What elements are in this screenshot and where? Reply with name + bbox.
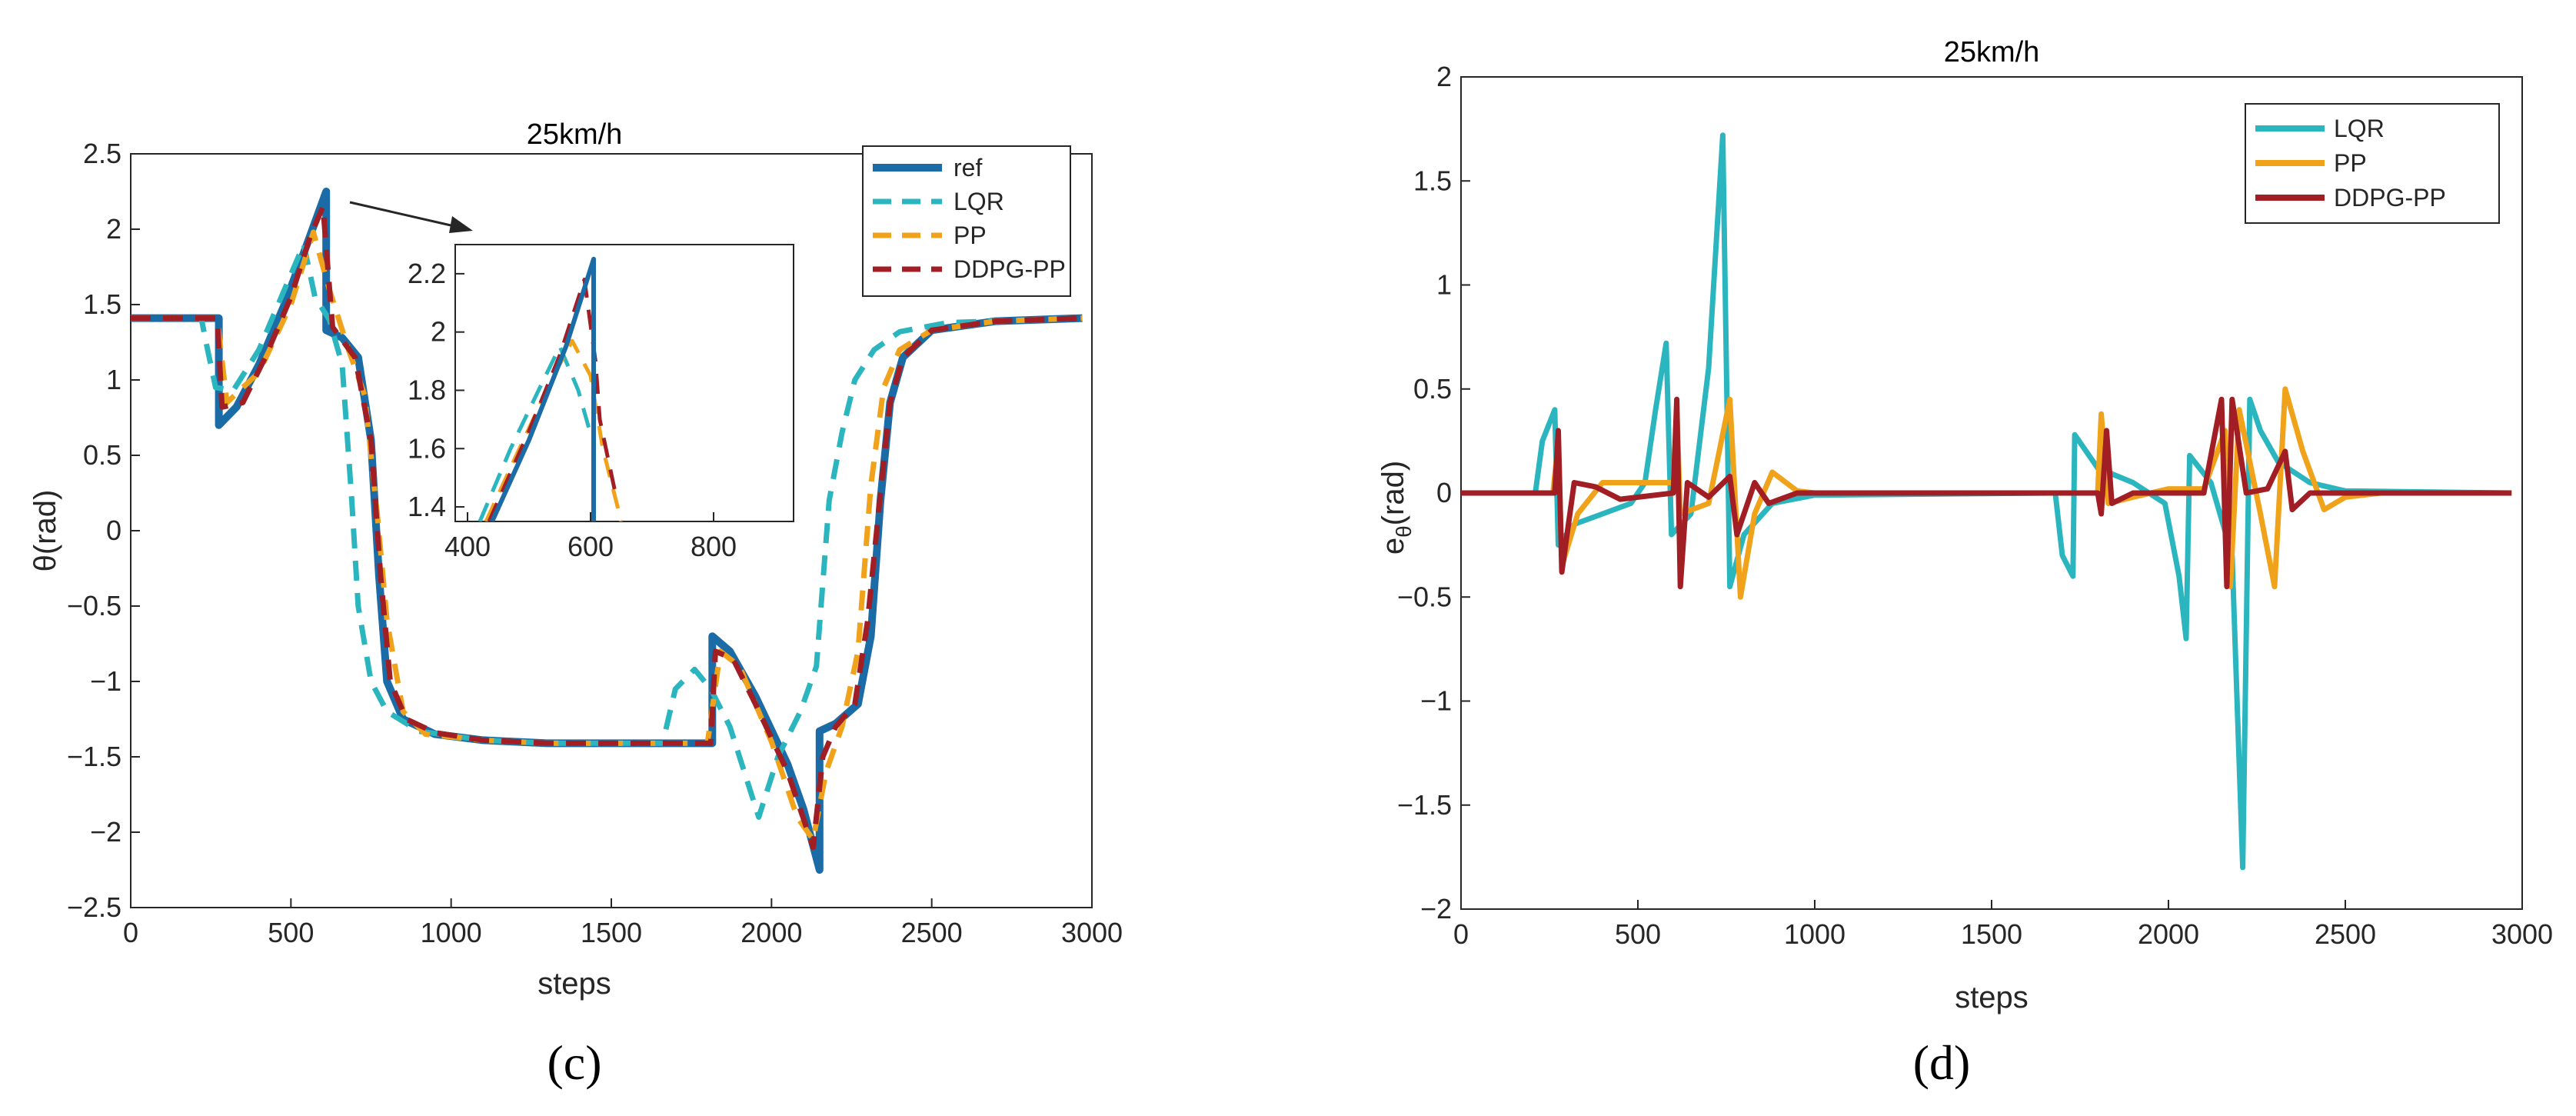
chart-d-x-label: steps xyxy=(1955,981,2029,1014)
chart-d-x-tick-label: 1500 xyxy=(1961,918,2022,950)
chart-c-y-label: θ(rad) xyxy=(28,490,62,572)
chart-d-y-tick-label: 1.5 xyxy=(1413,165,1452,196)
chart-c-inset-y-tick-label: 1.4 xyxy=(408,491,446,522)
chart-c-y-tick-label: −0.5 xyxy=(67,590,121,621)
chart-c-line-pp xyxy=(131,229,1083,843)
chart-d-y-label-e: e xyxy=(1376,538,1410,555)
chart-c-x-tick-label: 500 xyxy=(268,917,314,948)
svg-text:eθ(rad): eθ(rad) xyxy=(1376,461,1416,555)
chart-d-y-tick-label: −0.5 xyxy=(1397,581,1452,612)
chart-c-x-tick-label: 3000 xyxy=(1061,917,1123,948)
chart-c-inset-y-tick-label: 2 xyxy=(431,316,446,348)
chart-d-y-label-unit: (rad) xyxy=(1376,461,1410,525)
chart-c-inset-series xyxy=(478,256,624,521)
chart-d-x-tick-label: 2000 xyxy=(2138,918,2199,950)
chart-c-inset-line-ddpg-pp xyxy=(487,278,617,521)
chart-d-y-label-theta: θ xyxy=(1392,525,1416,538)
panel-label-d: (d) xyxy=(1913,1035,1971,1090)
chart-c-inset: 2.2 2 1.8 1.6 1.4 400 600 800 xyxy=(408,244,794,562)
chart-c-y-tick-label: 0.5 xyxy=(83,439,121,471)
chart-c-inset-y-tick-label: 1.6 xyxy=(408,432,446,464)
chart-d-x-tick-label: 0 xyxy=(1453,918,1469,950)
chart-d-legend: LQR PP DDPG-PP xyxy=(2245,103,2500,224)
chart-c-inset-x-tick-label: 800 xyxy=(691,531,737,562)
chart-c-x-tick-label: 2500 xyxy=(901,917,963,948)
chart-c-y-tick-label: −1.5 xyxy=(67,741,121,772)
chart-d-title: 25km/h xyxy=(1944,36,2040,68)
chart-d-y-label: eθ(rad) xyxy=(1376,461,1416,555)
chart-c-legend: ref LQR PP DDPG-PP xyxy=(862,145,1071,297)
chart-c-inset-line-ref xyxy=(490,256,596,521)
chart-c: 25km/h 2.5 2 1.5 1 0.5 0 −0.5 −1 −1.5 −2 −2.5 0 500… xyxy=(28,118,1123,1090)
chart-c-legend-ddpg-pp: DDPG-PP xyxy=(954,255,1066,283)
chart-c-x-tick-label: 2000 xyxy=(741,917,802,948)
chart-c-x-tick-label: 0 xyxy=(123,917,138,948)
chart-d-x-tick-label: 1000 xyxy=(1784,918,1845,950)
chart-c-y-tick-label: 0 xyxy=(106,515,121,546)
chart-c-inset-y-tick-label: 1.8 xyxy=(408,374,446,405)
chart-c-y-tick-label: 1 xyxy=(106,364,121,395)
chart-c-legend-ref: ref xyxy=(954,154,982,182)
chart-c-y-tick-label: −1 xyxy=(90,665,121,697)
chart-c-x-ticks: 0 500 1000 1500 2000 2500 3000 xyxy=(123,898,1123,948)
chart-d-y-tick-label: −1 xyxy=(1420,685,1452,717)
chart-d-line-ddpg-pp xyxy=(1461,396,2512,590)
chart-c-x-label: steps xyxy=(537,967,611,1001)
chart-d-x-tick-label: 3000 xyxy=(2491,918,2553,950)
chart-c-inset-x-tick-label: 400 xyxy=(444,531,491,562)
chart-c-series xyxy=(131,188,1083,874)
chart-c-y-tick-label: −2 xyxy=(90,816,121,848)
chart-c-y-tick-label: 2.5 xyxy=(83,138,121,169)
chart-d-x-ticks: 0 500 1000 1500 2000 2500 3000 xyxy=(1453,900,2553,950)
chart-c-line-ddpg-pp xyxy=(131,204,1083,851)
chart-d-y-tick-label: −2 xyxy=(1420,893,1452,924)
chart-c-x-tick-label: 1500 xyxy=(581,917,642,948)
chart-c-inset-y-tick-label: 2.2 xyxy=(408,258,446,289)
chart-d-x-tick-label: 500 xyxy=(1615,918,1661,950)
chart-c-inset-x-tick-label: 600 xyxy=(567,531,614,562)
chart-c-legend-lqr: LQR xyxy=(954,188,1004,215)
chart-d-y-tick-label: 0 xyxy=(1436,477,1452,508)
chart-c-x-tick-label: 1000 xyxy=(421,917,482,948)
chart-c-line-lqr xyxy=(131,242,1083,820)
chart-c-inset-arrow xyxy=(349,201,473,233)
chart-d-y-ticks: 2 1.5 1 0.5 0 −0.5 −1 −1.5 −2 xyxy=(1397,61,1470,924)
chart-d-y-tick-label: 1 xyxy=(1436,269,1452,301)
chart-c-inset-x-ticks: 400 600 800 xyxy=(444,512,737,562)
chart-c-y-tick-label: −2.5 xyxy=(67,891,121,923)
chart-d-legend-lqr: LQR xyxy=(2334,115,2385,142)
chart-d-x-tick-label: 2500 xyxy=(2315,918,2376,950)
chart-d-legend-pp: PP xyxy=(2334,149,2367,177)
panel-label-c: (c) xyxy=(547,1035,601,1090)
chart-d: 25km/h 2 1.5 1 0.5 0 −0.5 −1 −1.5 −2 0 500 1000 150… xyxy=(1376,36,2553,1090)
chart-d-y-tick-label: 0.5 xyxy=(1413,373,1452,405)
chart-d-y-tick-label: −1.5 xyxy=(1397,789,1452,821)
chart-c-y-tick-label: 2 xyxy=(106,213,121,245)
chart-c-title: 25km/h xyxy=(527,118,623,151)
chart-d-y-tick-label: 2 xyxy=(1436,61,1452,92)
chart-c-legend-box xyxy=(862,145,1071,297)
chart-d-legend-ddpg-pp: DDPG-PP xyxy=(2334,184,2446,212)
chart-c-inset-line-lqr xyxy=(478,345,593,521)
chart-d-series xyxy=(1461,132,2512,871)
chart-c-y-ticks: 2.5 2 1.5 1 0.5 0 −0.5 −1 −1.5 −2 −2.5 xyxy=(67,138,140,923)
chart-c-y-tick-label: 1.5 xyxy=(83,288,121,320)
chart-c-legend-pp: PP xyxy=(954,222,987,249)
chart-c-inset-y-ticks: 2.2 2 1.8 1.6 1.4 xyxy=(408,258,464,522)
